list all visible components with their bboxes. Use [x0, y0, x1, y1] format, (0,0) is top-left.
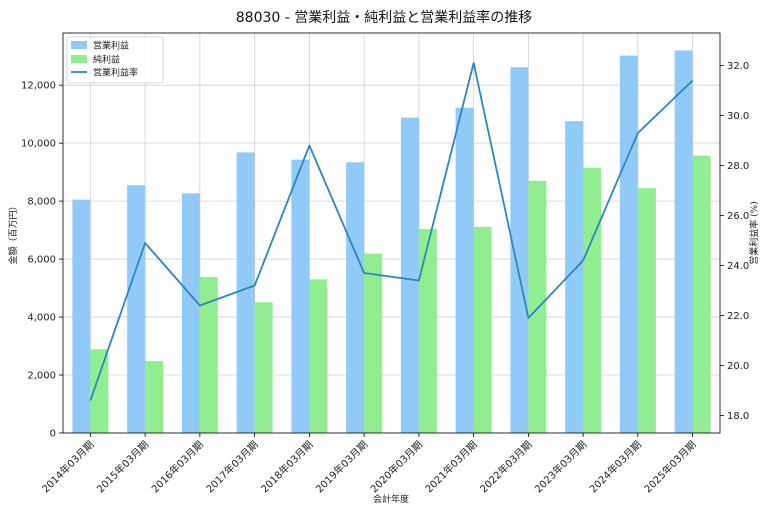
y2-tick-label: 18.0 [727, 411, 749, 422]
x-tick-label: 2024年03月期 [587, 438, 644, 495]
bar-operating-profit [181, 193, 200, 433]
y-tick-label: 6,000 [27, 255, 56, 266]
y-axis-label: 金額（百万円） [7, 201, 19, 264]
y2-tick-label: 32.0 [727, 61, 749, 72]
x-axis: 2014年03月期2015年03月期2016年03月期2017年03月期2018… [39, 433, 699, 495]
legend-label-net-profit: 純利益 [93, 54, 120, 66]
y2-tick-label: 26.0 [727, 211, 749, 222]
y2-tick-label: 22.0 [727, 311, 749, 322]
x-tick-label: 2021年03月期 [422, 438, 479, 495]
legend-label-operating-margin: 営業利益率 [93, 67, 138, 79]
bar-operating-profit [291, 159, 310, 433]
legend-box [66, 36, 164, 84]
x-tick-label: 2016年03月期 [149, 438, 206, 495]
y-tick-label: 4,000 [27, 313, 56, 324]
bar-marks [72, 50, 711, 434]
x-tick-label: 2018年03月期 [258, 438, 315, 495]
bar-net-profit [637, 188, 656, 433]
y-tick-label: 2,000 [27, 371, 56, 382]
chart-title: 88030 - 営業利益・純利益と営業利益率の推移 [236, 9, 533, 26]
y-tick-label: 0 [50, 429, 56, 440]
legend-swatch-operating-profit [71, 41, 87, 49]
bar-operating-profit [619, 55, 638, 433]
x-tick-label: 2023年03月期 [532, 438, 589, 495]
x-tick-label: 2019年03月期 [313, 438, 370, 495]
y2-tick-label: 28.0 [727, 161, 749, 172]
legend-swatch-net-profit [71, 55, 87, 63]
legend: 営業利益 純利益 営業利益率 [66, 36, 164, 84]
bar-operating-profit [127, 185, 146, 433]
y2-tick-label: 30.0 [727, 111, 749, 122]
y2-axis-label: 営業利益率 (%) [748, 201, 760, 264]
y-tick-label: 10,000 [21, 139, 56, 150]
x-tick-label: 2017年03月期 [203, 438, 260, 495]
bar-operating-profit [510, 67, 529, 434]
bar-operating-profit [72, 199, 91, 433]
line-operating-margin [89, 62, 694, 401]
x-tick-label: 2022年03月期 [477, 438, 534, 495]
legend-label-operating-profit: 営業利益 [93, 40, 129, 52]
x-axis-label: 会計年度 [373, 493, 409, 505]
y2-tick-label: 24.0 [727, 261, 749, 272]
bar-net-profit [309, 279, 328, 433]
x-tick-label: 2014年03月期 [39, 438, 96, 495]
bar-operating-profit [455, 107, 474, 434]
bar-operating-profit [565, 121, 584, 434]
bar-net-profit [90, 349, 109, 433]
bar-operating-profit [346, 162, 365, 433]
y-tick-label: 8,000 [27, 197, 56, 208]
bar-net-profit [528, 180, 547, 433]
x-tick-label: 2015年03月期 [94, 438, 151, 495]
line-series [89, 62, 694, 401]
bar-operating-profit [236, 152, 255, 433]
bar-net-profit [364, 253, 383, 433]
bar-operating-profit [674, 50, 693, 434]
bar-net-profit [583, 167, 602, 434]
bar-operating-profit [400, 117, 419, 433]
y-tick-label: 12,000 [21, 81, 56, 92]
right-y-axis: 18.0 20.0 22.0 24.0 26.0 28.0 30.0 32.0 [720, 61, 749, 422]
x-tick-label: 2025年03月期 [641, 438, 698, 495]
x-tick-label: 2020年03月期 [368, 438, 425, 495]
bar-net-profit [145, 361, 164, 433]
plot-frame [62, 32, 721, 434]
left-y-axis: 0 2,000 4,000 6,000 8,000 10,000 12,000 [21, 81, 63, 440]
bar-net-profit [692, 155, 711, 433]
bar-net-profit [473, 226, 492, 433]
bar-net-profit [254, 302, 273, 433]
bar-net-profit [199, 277, 218, 433]
y2-tick-label: 20.0 [727, 361, 749, 372]
bar-net-profit [418, 228, 437, 433]
